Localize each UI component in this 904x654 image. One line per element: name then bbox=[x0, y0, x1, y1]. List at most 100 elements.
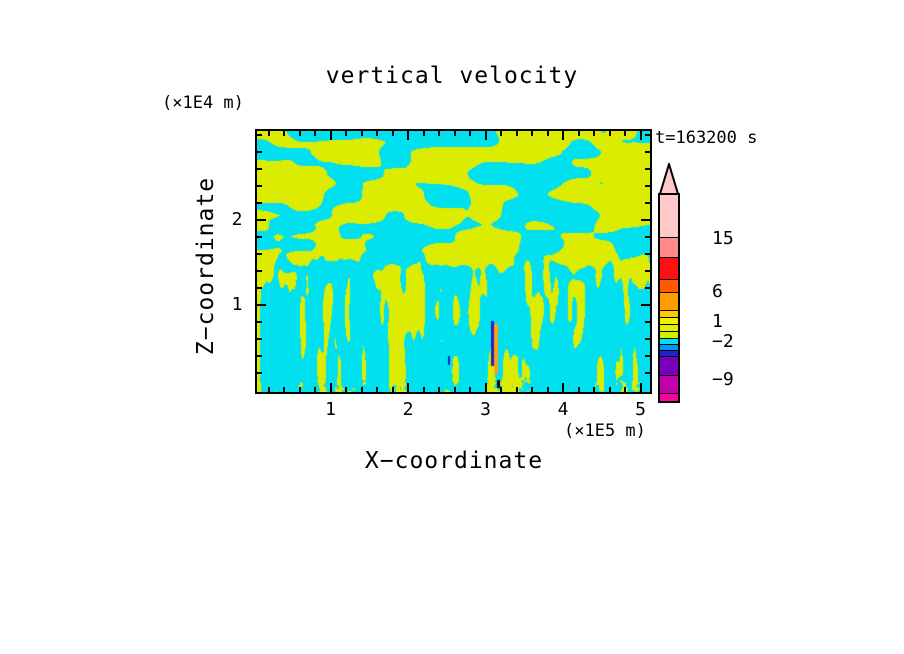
colorbar-band bbox=[660, 339, 678, 345]
tick-mark bbox=[562, 131, 564, 140]
colorbar-label-6: 6 bbox=[712, 281, 723, 302]
colorbar-band bbox=[660, 280, 678, 293]
tick-mark bbox=[645, 372, 650, 374]
tick-mark bbox=[485, 383, 487, 392]
tick-mark bbox=[469, 131, 471, 136]
tick-mark bbox=[268, 131, 270, 136]
tick-mark bbox=[500, 387, 502, 392]
tick-mark bbox=[593, 131, 595, 136]
tick-mark bbox=[645, 236, 650, 238]
colorbar-band bbox=[660, 325, 678, 332]
tick-mark bbox=[645, 321, 650, 323]
tick-mark bbox=[345, 387, 347, 392]
x-axis-unit: (×1E5 m) bbox=[564, 421, 646, 441]
colorbar bbox=[658, 193, 680, 403]
tick-mark bbox=[624, 131, 626, 136]
tick-mark bbox=[257, 355, 262, 357]
tick-mark bbox=[257, 270, 262, 272]
tick-mark bbox=[645, 185, 650, 187]
colorbar-label-−9: −9 bbox=[712, 369, 734, 390]
tick-mark bbox=[361, 387, 363, 392]
tick-mark bbox=[314, 131, 316, 136]
tick-mark bbox=[645, 134, 650, 136]
tick-mark bbox=[454, 387, 456, 392]
tick-mark bbox=[257, 338, 262, 340]
colorbar-band bbox=[660, 345, 678, 351]
tick-mark bbox=[283, 387, 285, 392]
tick-mark bbox=[257, 304, 266, 306]
tick-mark bbox=[257, 168, 262, 170]
colorbar-band bbox=[660, 351, 678, 357]
chart-title: vertical velocity bbox=[325, 63, 579, 89]
colorbar-band bbox=[660, 238, 678, 258]
tick-mark bbox=[423, 387, 425, 392]
colorbar-label-15: 15 bbox=[712, 228, 734, 249]
tick-mark bbox=[314, 387, 316, 392]
tick-mark bbox=[645, 202, 650, 204]
colorbar-label-1: 1 bbox=[712, 311, 723, 332]
plot-frame bbox=[255, 129, 652, 394]
tick-mark bbox=[645, 151, 650, 153]
colorbar-band bbox=[660, 293, 678, 311]
tick-mark bbox=[547, 131, 549, 136]
tick-mark bbox=[392, 131, 394, 136]
tick-mark bbox=[257, 372, 262, 374]
tick-mark bbox=[516, 131, 518, 136]
tick-mark bbox=[330, 131, 332, 140]
colorbar-band bbox=[660, 376, 678, 394]
tick-mark bbox=[330, 383, 332, 392]
tick-mark bbox=[438, 131, 440, 136]
tick-mark bbox=[299, 387, 301, 392]
tick-mark bbox=[268, 387, 270, 392]
colorbar-band bbox=[660, 318, 678, 325]
tick-mark bbox=[257, 321, 262, 323]
tick-mark bbox=[392, 387, 394, 392]
colorbar-band bbox=[660, 332, 678, 339]
colorbar-band bbox=[660, 311, 678, 318]
tick-mark bbox=[257, 202, 262, 204]
tick-mark bbox=[531, 131, 533, 136]
contour-field bbox=[257, 131, 650, 392]
tick-mark bbox=[547, 387, 549, 392]
tick-mark bbox=[407, 131, 409, 140]
tick-mark bbox=[645, 270, 650, 272]
tick-mark bbox=[376, 387, 378, 392]
z-axis-title: Z−coordinate bbox=[193, 176, 219, 356]
time-annotation: t=163200 s bbox=[655, 128, 758, 148]
tick-mark bbox=[345, 131, 347, 136]
tick-mark bbox=[485, 131, 487, 140]
x-tick-label-3: 3 bbox=[480, 399, 491, 420]
tick-mark bbox=[283, 131, 285, 136]
tick-mark bbox=[645, 253, 650, 255]
tick-mark bbox=[645, 338, 650, 340]
colorbar-band bbox=[660, 394, 678, 401]
tick-mark bbox=[500, 131, 502, 136]
x-tick-label-4: 4 bbox=[557, 399, 569, 420]
tick-mark bbox=[516, 387, 518, 392]
tick-mark bbox=[609, 131, 611, 136]
tick-mark bbox=[469, 387, 471, 392]
colorbar-band bbox=[660, 195, 678, 238]
tick-mark bbox=[257, 236, 262, 238]
tick-mark bbox=[640, 383, 642, 392]
tick-mark bbox=[645, 287, 650, 289]
tick-mark bbox=[438, 387, 440, 392]
colorbar-arrow-icon bbox=[658, 163, 680, 195]
tick-mark bbox=[257, 287, 262, 289]
tick-mark bbox=[454, 131, 456, 136]
colorbar-label-−2: −2 bbox=[712, 331, 734, 352]
tick-mark bbox=[423, 131, 425, 136]
tick-mark bbox=[624, 387, 626, 392]
tick-mark bbox=[257, 219, 266, 221]
tick-mark bbox=[578, 131, 580, 136]
x-tick-label-1: 1 bbox=[325, 399, 336, 420]
tick-mark bbox=[562, 383, 564, 392]
tick-mark bbox=[299, 131, 301, 136]
tick-mark bbox=[641, 304, 650, 306]
tick-mark bbox=[640, 131, 642, 140]
tick-mark bbox=[257, 151, 262, 153]
tick-mark bbox=[407, 383, 409, 392]
colorbar-band bbox=[660, 357, 678, 376]
tick-mark bbox=[609, 387, 611, 392]
